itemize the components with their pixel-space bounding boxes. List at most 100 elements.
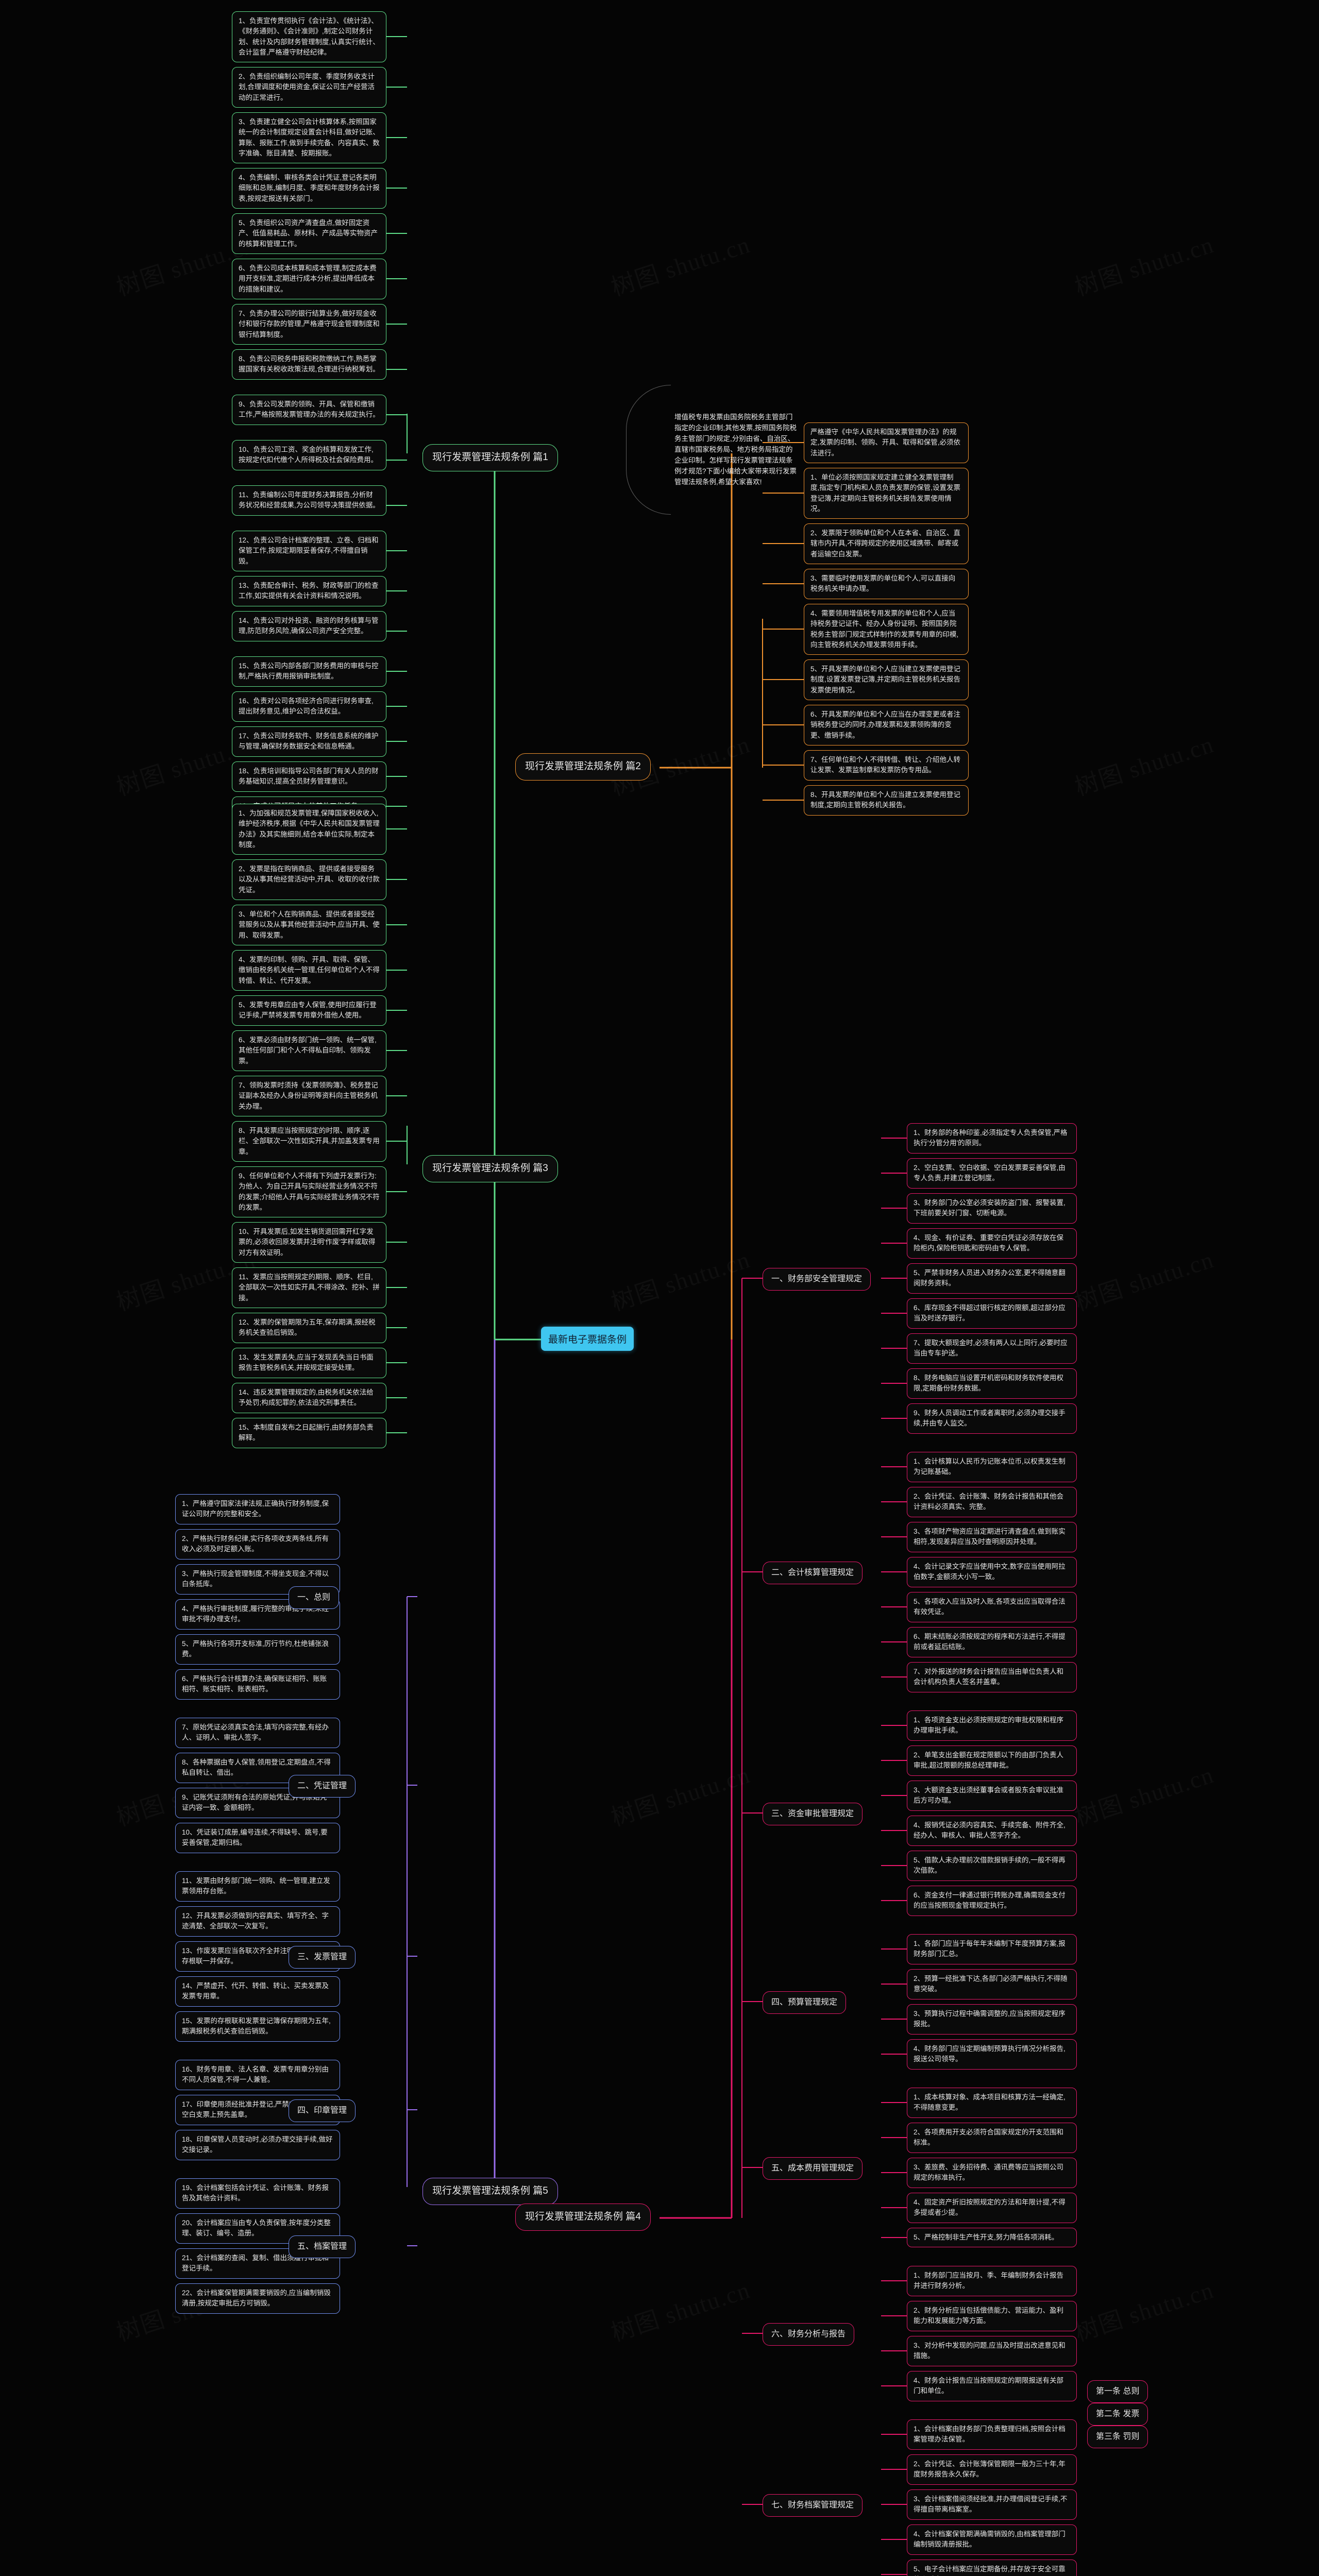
- leaf-node[interactable]: 7、领购发票时须持《发票领购簿》、税务登记证副本及经办人身份证明等资料向主管税务…: [232, 1076, 386, 1116]
- topic-node[interactable]: 三、发票管理: [289, 1946, 356, 1969]
- leaf-node[interactable]: 15、负责公司内部各部门财务费用的审核与控制,严格执行费用报销审批制度。: [232, 656, 386, 687]
- leaf-node[interactable]: 3、财务部门办公室必须安装防盗门窗、报警装置,下班前要关好门窗、切断电源。: [907, 1193, 1077, 1224]
- leaf-node[interactable]: 4、固定资产折旧按照规定的方法和年限计提,不得多提或者少提。: [907, 2193, 1077, 2223]
- leaf-node[interactable]: 3、单位和个人在购销商品、提供或者接受经营服务以及从事其他经营活动中,应当开具、…: [232, 905, 386, 945]
- leaf-node[interactable]: 3、大额资金支出须经董事会或者股东会审议批准后方可办理。: [907, 1781, 1077, 1811]
- leaf-node[interactable]: 2、财务分析应当包括偿债能力、营运能力、盈利能力和发展能力等方面。: [907, 2301, 1077, 2331]
- leaf-node[interactable]: 7、原始凭证必须真实合法,填写内容完整,有经办人、证明人、审批人签字。: [175, 1718, 340, 1748]
- leaf-node[interactable]: 5、电子会计档案应当定期备份,并存放于安全可靠的介质中。: [907, 2560, 1077, 2576]
- topic-node[interactable]: 五、成本费用管理规定: [763, 2157, 863, 2180]
- leaf-node[interactable]: 11、发票应当按照规定的期限、顺序、栏目,全部联次一次性如实开具,不得涂改、挖补…: [232, 1267, 386, 1308]
- leaf-node[interactable]: 8、开具发票应当按照规定的时限、顺序,逐栏、全部联次一次性如实开具,并加盖发票专…: [232, 1121, 386, 1162]
- leaf-node[interactable]: 1、单位必须按照国家规定建立健全发票管理制度,指定专门机构和人员负责发票的保管,…: [804, 468, 969, 519]
- leaf-node[interactable]: 9、财务人员调动工作或者离职时,必须办理交接手续,并由专人监交。: [907, 1403, 1077, 1434]
- leaf-node[interactable]: 4、需要领用增值税专用发票的单位和个人,应当持税务登记证件、经办人身份证明、按照…: [804, 604, 969, 655]
- leaf-node[interactable]: 16、负责对公司各项经济合同进行财务审查,提出财务意见,维护公司合法权益。: [232, 691, 386, 722]
- leaf-node[interactable]: 12、发票的保管期限为五年,保存期满,报经税务机关查验后销毁。: [232, 1313, 386, 1343]
- leaf-node[interactable]: 2、预算一经批准下达,各部门必须严格执行,不得随意突破。: [907, 1969, 1077, 1999]
- leaf-node[interactable]: 2、发票限于领购单位和个人在本省、自治区、直辖市内开具,不得跨规定的使用区域携带…: [804, 523, 969, 564]
- leaf-node[interactable]: 7、任何单位和个人不得转借、转让、介绍他人转让发票、发票监制章和发票防伪专用品。: [804, 750, 969, 781]
- leaf-node[interactable]: 16、财务专用章、法人名章、发票专用章分别由不同人员保管,不得一人兼管。: [175, 2060, 340, 2090]
- branch-node-2[interactable]: 现行发票管理法规条例 篇2: [515, 753, 651, 781]
- leaf-node[interactable]: 8、各种票据由专人保管,领用登记,定期盘点,不得私自转让、借出。: [175, 1753, 340, 1783]
- leaf-node[interactable]: 19、会计档案包括会计凭证、会计账簿、财务报告及其他会计资料。: [175, 2178, 340, 2209]
- leaf-node[interactable]: 1、各项资金支出必须按照规定的审批权限和程序办理审批手续。: [907, 1710, 1077, 1741]
- leaf-node[interactable]: 1、会计核算以人民币为记账本位币,以权责发生制为记账基础。: [907, 1452, 1077, 1482]
- leaf-node[interactable]: 4、负责编制、审核各类会计凭证,登记各类明细账和总账,编制月度、季度和年度财务会…: [232, 168, 386, 209]
- leaf-node[interactable]: 5、发票专用章应由专人保管,使用时应履行登记手续,严禁将发票专用章外借他人使用。: [232, 995, 386, 1026]
- leaf-node[interactable]: 5、借款人未办理前次借款报销手续的,一般不得再次借款。: [907, 1851, 1077, 1881]
- leaf-node[interactable]: 10、开具发票后,如发生销货退回需开红字发票的,必须收回原发票并注明'作废'字样…: [232, 1222, 386, 1263]
- leaf-node[interactable]: 3、负责建立健全公司会计核算体系,按照国家统一的会计制度规定设置会计科目,做好记…: [232, 112, 386, 163]
- leaf-node[interactable]: 14、严禁虚开、代开、转借、转让、买卖发票及发票专用章。: [175, 1976, 340, 2007]
- leaf-node[interactable]: 2、各项费用开支必须符合国家规定的开支范围和标准。: [907, 2123, 1077, 2153]
- leaf-node[interactable]: 3、差旅费、业务招待费、通讯费等应当按照公司规定的标准执行。: [907, 2158, 1077, 2188]
- leaf-node[interactable]: 5、严格执行各项开支标准,厉行节约,杜绝铺张浪费。: [175, 1634, 340, 1665]
- leaf-node[interactable]: 1、严格遵守国家法律法规,正确执行财务制度,保证公司财产的完整和安全。: [175, 1494, 340, 1524]
- leaf-node[interactable]: 5、开具发票的单位和个人应当建立发票使用登记制度,设置发票登记簿,并定期向主管税…: [804, 659, 969, 700]
- leaf-node[interactable]: 5、负责组织公司资产清查盘点,做好固定资产、低值易耗品、原材料、产成品等实物资产…: [232, 213, 386, 254]
- topic-node[interactable]: 二、会计核算管理规定: [763, 1562, 863, 1584]
- leaf-node[interactable]: 5、各项收入应当及时入账,各项支出应当取得合法有效凭证。: [907, 1592, 1077, 1622]
- leaf-node[interactable]: 11、发票由财务部门统一领购、统一管理,建立发票领用存台账。: [175, 1871, 340, 1902]
- leaf-node[interactable]: 15、本制度自发布之日起施行,由财务部负责解释。: [232, 1418, 386, 1448]
- root-node[interactable]: 最新电子票据条例: [541, 1327, 634, 1351]
- leaf-node[interactable]: 12、负责公司会计档案的整理、立卷、归档和保管工作,按规定期限妥善保存,不得擅自…: [232, 531, 386, 571]
- leaf-node[interactable]: 22、会计档案保管期满需要销毁的,应当编制销毁清册,按规定审批后方可销毁。: [175, 2283, 340, 2314]
- leaf-node[interactable]: 3、会计档案借阅须经批准,并办理借阅登记手续,不得擅自带离档案室。: [907, 2489, 1077, 2520]
- leaf-node[interactable]: 4、财务部门应当定期编制预算执行情况分析报告,报送公司领导。: [907, 2039, 1077, 2070]
- leaf-node[interactable]: 1、为加强和规范发票管理,保障国家税收收入,维护经济秩序,根据《中华人民共和国发…: [232, 804, 386, 855]
- leaf-node[interactable]: 1、财务部的各种印鉴,必须指定专人负责保管,严格执行'分管分用'的原则。: [907, 1123, 1077, 1154]
- branch-node-3[interactable]: 现行发票管理法规条例 篇3: [422, 1155, 558, 1182]
- leaf-node[interactable]: 2、空白支票、空白收据、空白发票要妥善保管,由专人负责,并建立登记制度。: [907, 1158, 1077, 1189]
- leaf-node[interactable]: 2、会计凭证、会计账簿保管期限一般为三十年,年度财务报告永久保存。: [907, 2454, 1077, 2485]
- leaf-node[interactable]: 15、发票的存根联和发票登记簿保存期限为五年,期满报税务机关查验后销毁。: [175, 2011, 340, 2042]
- leaf-node[interactable]: 4、发票的印制、领购、开具、取得、保管、缴销由税务机关统一管理,任何单位和个人不…: [232, 950, 386, 991]
- leaf-node[interactable]: 18、印章保管人员变动时,必须办理交接手续,做好交接记录。: [175, 2130, 340, 2160]
- topic-node[interactable]: 一、财务部安全管理规定: [763, 1268, 871, 1291]
- leaf-node[interactable]: 5、严禁非财务人员进入财务办公室,更不得随意翻阅财务资料。: [907, 1263, 1077, 1294]
- topic-node[interactable]: 五、档案管理: [289, 2235, 356, 2258]
- leaf-node[interactable]: 6、库存现金不得超过银行核定的限额,超过部分应当及时送存银行。: [907, 1298, 1077, 1329]
- leaf-node[interactable]: 4、报销凭证必须内容真实、手续完备、附件齐全,经办人、审核人、审批人签字齐全。: [907, 1816, 1077, 1846]
- leaf-node[interactable]: 1、成本核算对象、成本项目和核算方法一经确定,不得随意变更。: [907, 2088, 1077, 2118]
- leaf-node[interactable]: 10、负责公司工资、奖金的核算和发放工作,按规定代扣代缴个人所得税及社会保险费用…: [232, 440, 386, 470]
- topic-node[interactable]: 四、印章管理: [289, 2099, 356, 2122]
- leaf-node[interactable]: 2、严格执行财务纪律,实行各项收支两条线,所有收入必须及时足额入账。: [175, 1529, 340, 1560]
- leaf-node[interactable]: 14、负责公司对外投资、融资的财务核算与管理,防范财务风险,确保公司资产安全完整…: [232, 611, 386, 641]
- leaf-node[interactable]: 4、财务会计报告应当按照规定的期限报送有关部门和单位。: [907, 2371, 1077, 2401]
- leaf-node[interactable]: 8、开具发票的单位和个人应当建立发票使用登记制度,定期向主管税务机关报告。: [804, 785, 969, 816]
- branch-node-4[interactable]: 现行发票管理法规条例 篇4: [515, 2204, 651, 2231]
- leaf-node[interactable]: 2、会计凭证、会计账簿、财务会计报告和其他会计资料必须真实、完整。: [907, 1487, 1077, 1517]
- branch-node-5[interactable]: 现行发票管理法规条例 篇5: [422, 2178, 558, 2205]
- leaf-node[interactable]: 1、各部门应当于每年年末编制下年度预算方案,报财务部门汇总。: [907, 1934, 1077, 1964]
- leaf-node[interactable]: 1、会计档案由财务部门负责整理归档,按照会计档案管理办法保管。: [907, 2419, 1077, 2450]
- leaf-node[interactable]: 7、对外报送的财务会计报告应当由单位负责人和会计机构负责人签名并盖章。: [907, 1662, 1077, 1692]
- leaf-node[interactable]: 1、财务部门应当按月、季、年编制财务会计报告并进行财务分析。: [907, 2266, 1077, 2296]
- leaf-node[interactable]: 5、严格控制非生产性开支,努力降低各项消耗。: [907, 2228, 1077, 2248]
- leaf-node[interactable]: 4、现金、有价证券、重要空白凭证必须存放在保险柜内,保险柜钥匙和密码由专人保管。: [907, 1228, 1077, 1259]
- section-tag[interactable]: 第二条 发票: [1087, 2403, 1148, 2426]
- section-tag[interactable]: 第一条 总则: [1087, 2380, 1148, 2403]
- topic-node[interactable]: 一、总则: [289, 1586, 340, 1609]
- leaf-node[interactable]: 3、需要临时使用发票的单位和个人,可以直接向税务机关申请办理。: [804, 569, 969, 599]
- leaf-node[interactable]: 严格遵守《中华人民共和国发票管理办法》的规定,发票的印制、领购、开具、取得和保管…: [804, 422, 969, 463]
- leaf-node[interactable]: 7、负责办理公司的银行结算业务,做好现金收付和银行存款的管理,严格遵守现金管理制…: [232, 304, 386, 345]
- leaf-node[interactable]: 6、期末结账必须按规定的程序和方法进行,不得提前或者延后结账。: [907, 1627, 1077, 1657]
- leaf-node[interactable]: 4、会计档案保管期满确需销毁的,由档案管理部门编制销毁清册报批。: [907, 2524, 1077, 2555]
- leaf-node[interactable]: 6、开具发票的单位和个人应当在办理变更或者注销税务登记的同时,办理发票和发票领购…: [804, 705, 969, 745]
- leaf-node[interactable]: 6、严格执行会计核算办法,确保账证相符、账账相符、账实相符、账表相符。: [175, 1669, 340, 1700]
- leaf-node[interactable]: 1、负责宣传贯彻执行《会计法》、《统计法》、《财务通则》、《会计准则》,制定公司…: [232, 11, 386, 62]
- branch-node-1[interactable]: 现行发票管理法规条例 篇1: [422, 444, 558, 471]
- leaf-node[interactable]: 2、发票是指在购销商品、提供或者接受服务以及从事其他经营活动中,开具、收取的收付…: [232, 859, 386, 900]
- leaf-node[interactable]: 14、违反发票管理规定的,由税务机关依法给予处罚;构成犯罪的,依法追究刑事责任。: [232, 1383, 386, 1413]
- leaf-node[interactable]: 13、负责配合审计、税务、财政等部门的检查工作,如实提供有关会计资料和情况说明。: [232, 576, 386, 606]
- leaf-node[interactable]: 6、发票必须由财务部门统一领购、统一保管,其他任何部门和个人不得私自印制、领购发…: [232, 1030, 386, 1071]
- leaf-node[interactable]: 11、负责编制公司年度财务决算报告,分析财务状况和经营成果,为公司领导决策提供依…: [232, 485, 386, 516]
- leaf-node[interactable]: 9、任何单位和个人不得有下列虚开发票行为:为他人、为自己开具与实际经营业务情况不…: [232, 1166, 386, 1217]
- leaf-node[interactable]: 3、各项财产物资应当定期进行清查盘点,做到账实相符,发现差异应当及时查明原因并处…: [907, 1522, 1077, 1552]
- leaf-node[interactable]: 2、负责组织编制公司年度、季度财务收支计划,合理调度和使用资金,保证公司生产经营…: [232, 67, 386, 108]
- topic-node[interactable]: 二、凭证管理: [289, 1775, 356, 1798]
- leaf-node[interactable]: 2、单笔支出金额在规定限额以下的由部门负责人审批,超过限额的报总经理审批。: [907, 1745, 1077, 1776]
